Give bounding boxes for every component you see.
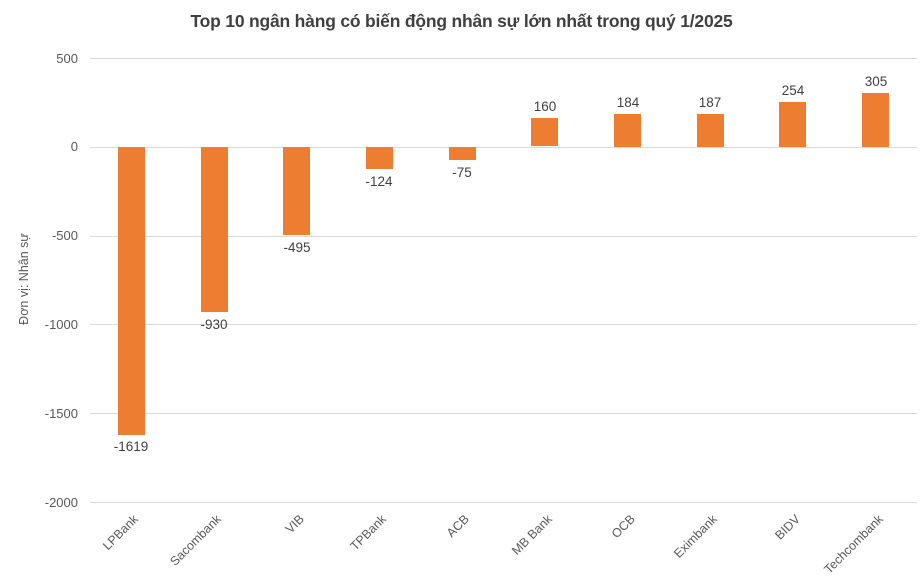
data-label: 160 <box>533 99 557 114</box>
y-tick-label: -1000 <box>44 317 78 332</box>
gridline <box>90 324 917 325</box>
bar-bidv <box>779 102 806 147</box>
bar-vib <box>283 147 310 235</box>
data-label: 184 <box>616 95 640 110</box>
x-axis-label: MB Bank <box>509 512 555 558</box>
x-axis-label: VIB <box>282 512 307 537</box>
bar-tpbank <box>366 147 393 169</box>
y-tick-label: -500 <box>51 228 78 243</box>
x-axis-label: BIDV <box>772 512 803 543</box>
x-axis-label: Eximbank <box>671 512 720 561</box>
y-axis-title: Đơn vị: Nhân sự <box>17 233 31 325</box>
gridline <box>90 413 917 414</box>
data-label: 187 <box>698 95 722 110</box>
data-label: -1619 <box>113 439 149 454</box>
gridline <box>90 236 917 237</box>
y-tick-label: 500 <box>56 51 78 66</box>
gridline <box>90 147 917 148</box>
data-label: -75 <box>452 165 472 180</box>
x-axis-label: LPBank <box>100 512 141 553</box>
bar-sacombank <box>201 147 228 312</box>
bar-lpbank <box>118 147 145 435</box>
data-label: -930 <box>200 317 228 332</box>
y-tick-label: -2000 <box>44 495 78 510</box>
bar-eximbank <box>697 114 724 147</box>
data-label: 254 <box>781 83 805 98</box>
data-label: -124 <box>365 174 393 189</box>
data-label: 305 <box>864 74 888 89</box>
gridline <box>90 502 917 503</box>
x-axis-label: ACB <box>443 512 472 541</box>
bar-ocb <box>614 114 641 147</box>
y-tick-label: 0 <box>70 139 78 154</box>
bar-techcombank <box>862 93 889 147</box>
x-axis-label: Sacombank <box>167 512 224 569</box>
bar-mb-bank <box>531 118 558 146</box>
bar-acb <box>449 147 476 160</box>
data-label: -495 <box>283 240 311 255</box>
x-axis-label: OCB <box>608 512 638 542</box>
x-axis-label: Techcombank <box>821 512 886 577</box>
y-tick-label: -1500 <box>44 406 78 421</box>
x-axis-label: TPBank <box>347 512 389 554</box>
chart-title: Top 10 ngân hàng có biến động nhân sự lớ… <box>190 11 733 31</box>
gridline <box>90 58 917 59</box>
